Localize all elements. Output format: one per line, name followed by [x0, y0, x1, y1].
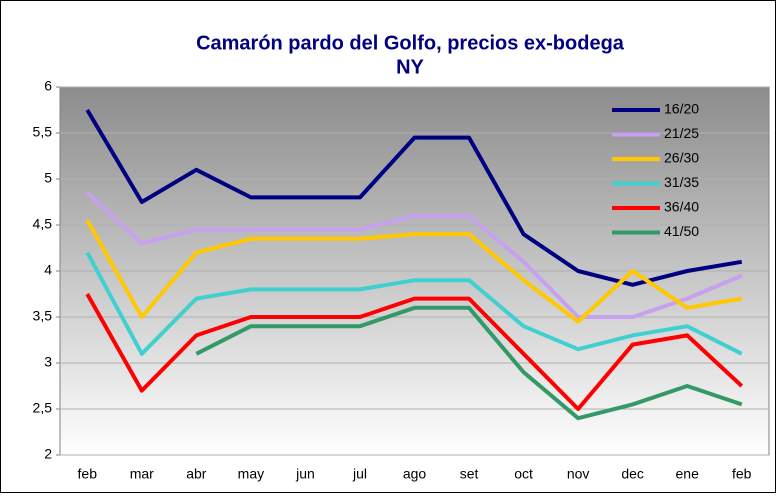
- x-tick-label: jul: [352, 466, 367, 482]
- series-line: [85, 293, 744, 411]
- x-tick-label: may: [238, 466, 264, 482]
- y-tick-label: 3: [44, 354, 52, 370]
- x-tick-label: jun: [295, 466, 315, 482]
- x-tick-label: nov: [567, 466, 590, 482]
- y-tick-label: 6: [44, 78, 52, 94]
- series-line: [85, 219, 743, 324]
- x-tick-label: ago: [403, 466, 427, 482]
- series-line: [85, 251, 743, 356]
- x-tick-label: mar: [130, 466, 154, 482]
- x-tick-label: feb: [732, 466, 752, 482]
- x-tick-label: dec: [621, 466, 644, 482]
- y-tick-label: 4,5: [33, 216, 53, 232]
- legend-label: 36/40: [664, 199, 699, 215]
- x-tick-label: abr: [186, 466, 207, 482]
- series-line: [85, 191, 743, 319]
- legend-label: 16/20: [664, 101, 699, 117]
- y-tick-label: 2: [44, 446, 52, 462]
- y-tick-label: 2,5: [33, 400, 53, 416]
- legend-label: 21/25: [664, 125, 699, 141]
- y-tick-label: 4: [44, 262, 52, 278]
- chart-title: NY: [396, 56, 424, 78]
- x-tick-label: oct: [514, 466, 533, 482]
- x-tick-label: set: [460, 466, 479, 482]
- y-tick-label: 5,5: [33, 124, 53, 140]
- series-line: [195, 305, 743, 421]
- x-tick-label: feb: [78, 466, 98, 482]
- legend-label: 26/30: [664, 150, 699, 166]
- chart-title: Camarón pardo del Golfo, precios ex-bode…: [196, 32, 625, 54]
- x-tick-label: ene: [676, 466, 700, 482]
- legend-label: 31/35: [664, 174, 699, 190]
- series-line: [85, 108, 743, 287]
- legend-label: 41/50: [664, 223, 699, 239]
- y-tick-label: 5: [44, 170, 52, 186]
- y-tick-label: 3,5: [33, 308, 53, 324]
